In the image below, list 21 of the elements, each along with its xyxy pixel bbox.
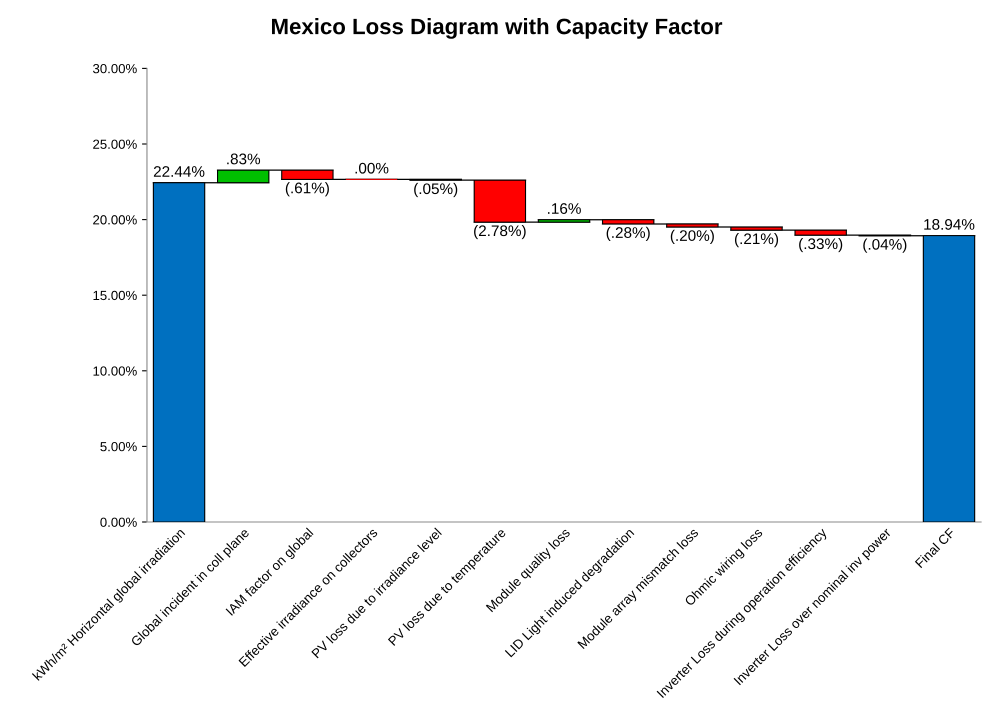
data-label: (.04%) (863, 238, 906, 253)
data-label: (.21%) (734, 232, 778, 248)
data-label: (.28%) (606, 226, 650, 241)
chart-title: Mexico Loss Diagram with Capacity Factor (272, 18, 722, 39)
y-tick-label: 25.00% (93, 140, 137, 149)
data-label: (.61%) (286, 182, 329, 196)
data-label: (2.78%) (474, 224, 526, 240)
data-label: .16% (548, 203, 581, 214)
data-label: .00% (356, 162, 388, 174)
data-label: (.20%) (670, 230, 714, 244)
y-tick-label: 15.00% (94, 290, 137, 300)
y-tick-label: 0.00% (100, 518, 137, 527)
y-tick-label: 5.00% (100, 442, 137, 452)
data-label: 22.44% (154, 166, 204, 177)
data-label: (.33%) (799, 238, 842, 252)
data-label: .83% (227, 154, 260, 164)
y-tick-label: 10.00% (94, 366, 137, 376)
y-tick-label: 20.00% (93, 215, 137, 225)
data-label: (.05%) (414, 182, 458, 198)
data-label: 18.94% (924, 219, 974, 230)
y-tick-label: 30.00% (92, 64, 137, 74)
